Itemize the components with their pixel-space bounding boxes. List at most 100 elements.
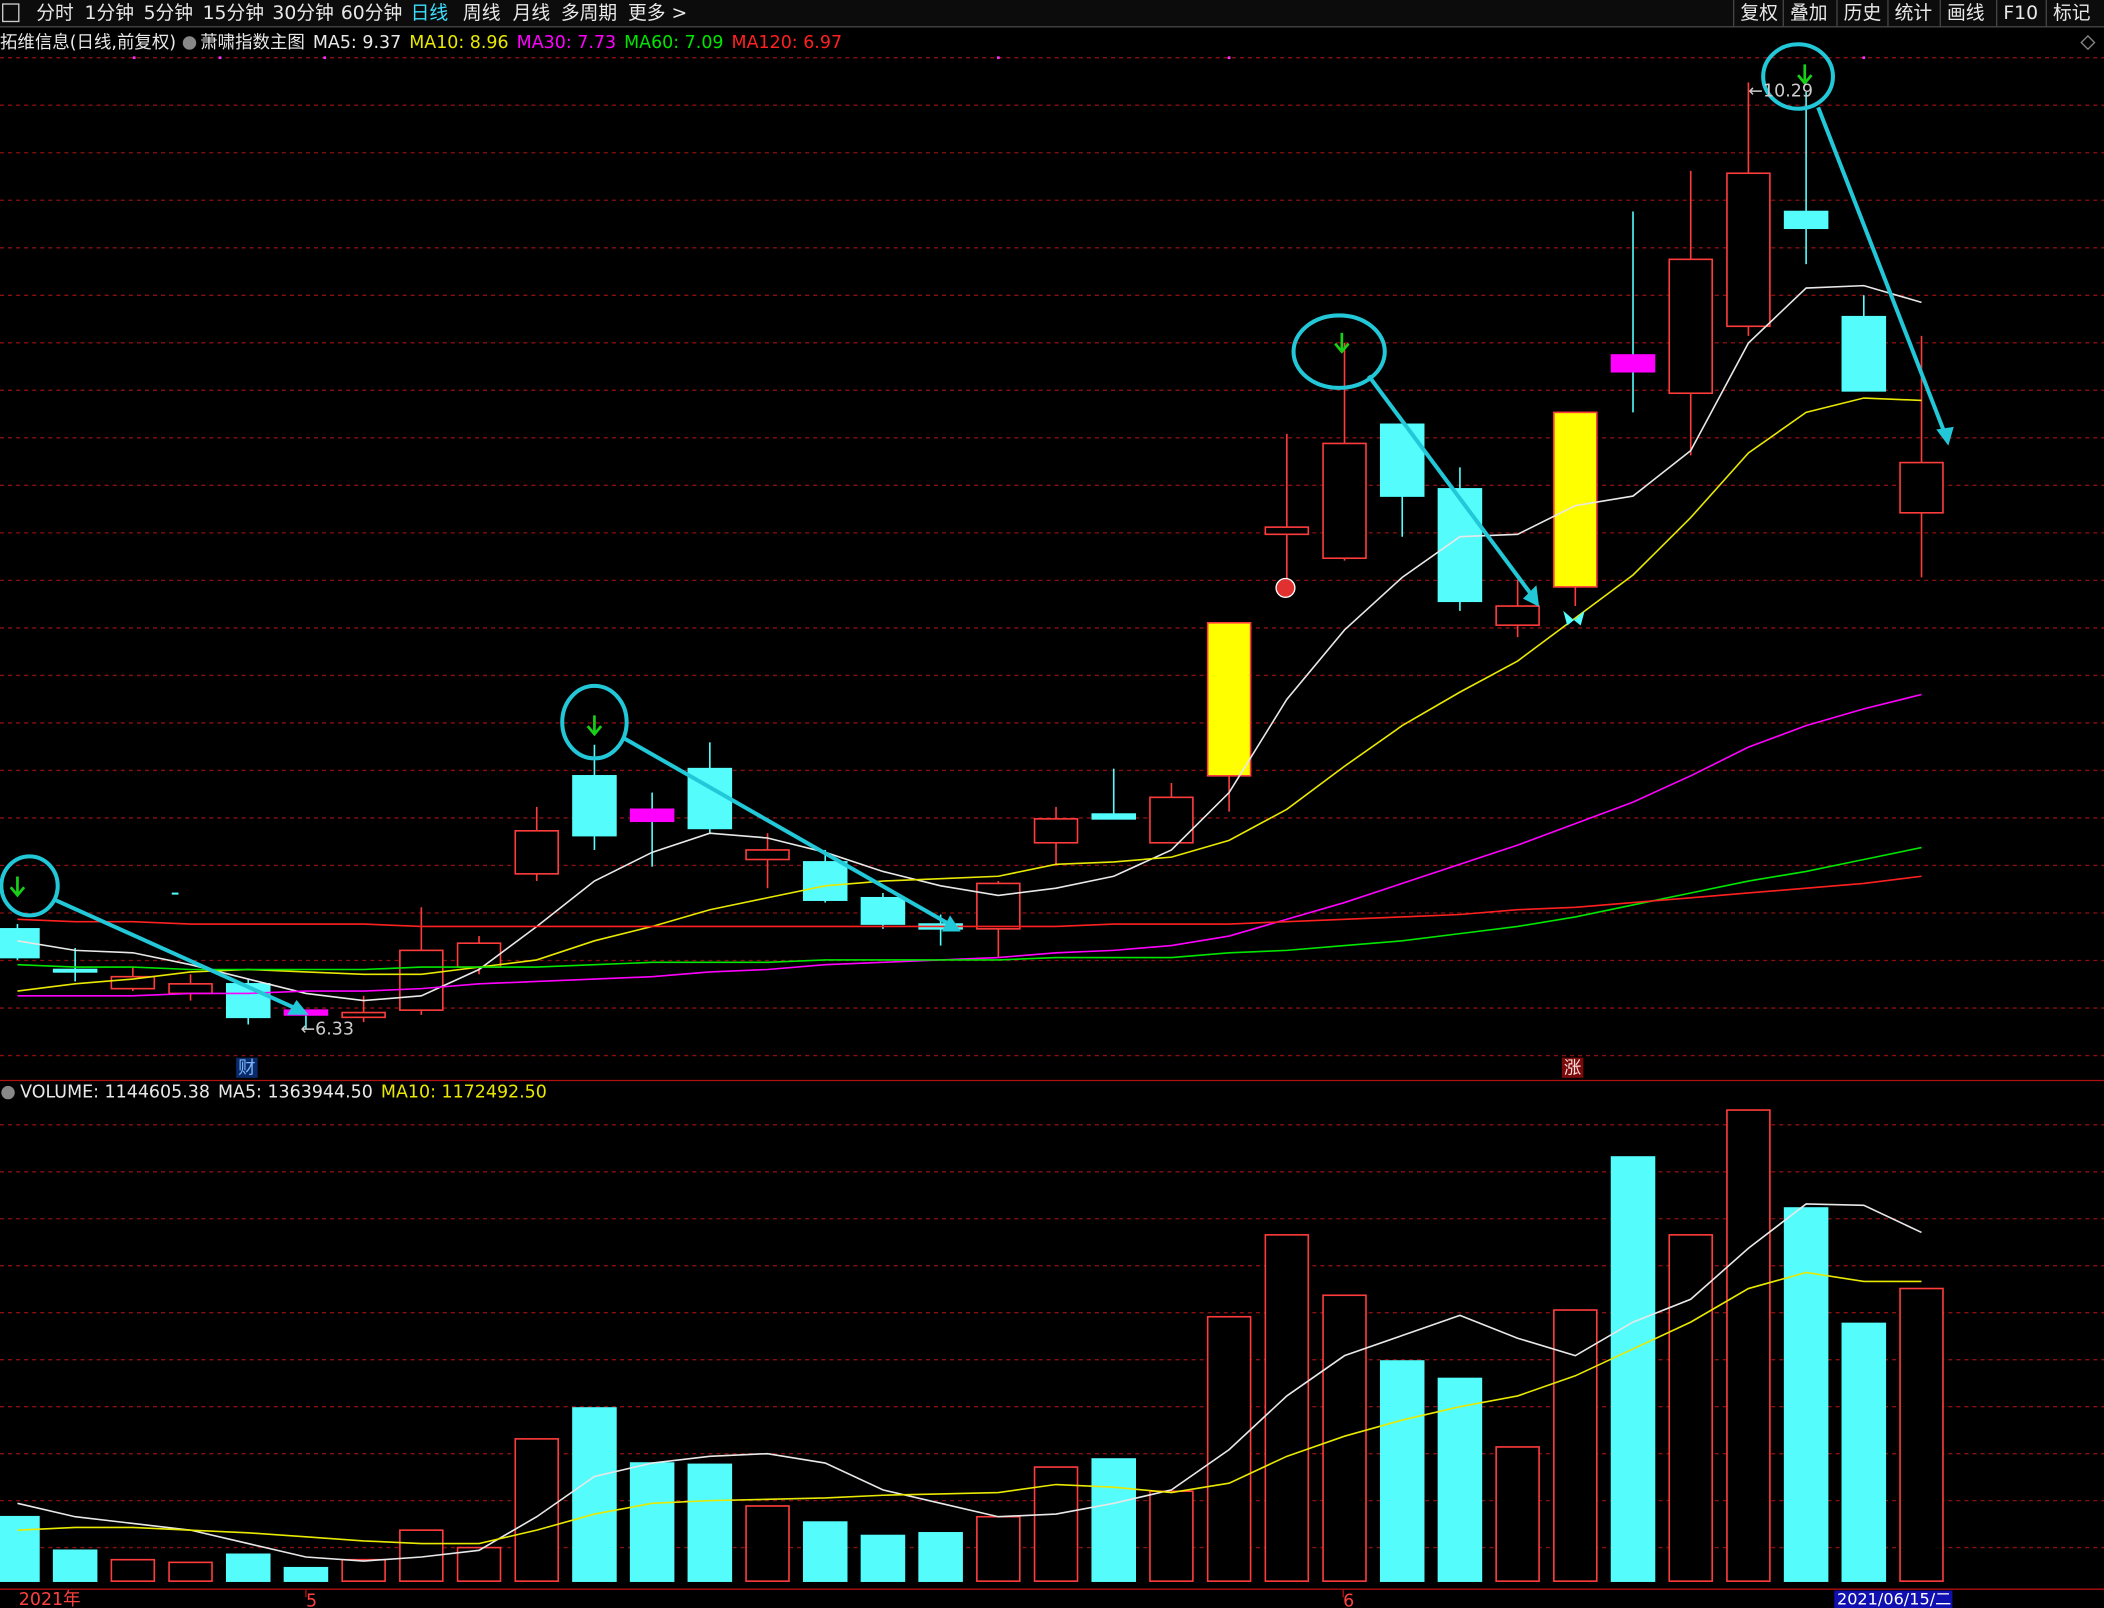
- volume-ma-line: [17, 1203, 1922, 1562]
- down-signal: [1334, 332, 1350, 354]
- arrowheads: [287, 426, 1954, 1015]
- down-signal: [586, 715, 603, 737]
- candle-body: [1668, 258, 1713, 395]
- candle-body: [1091, 813, 1136, 820]
- indicator-icon: [182, 36, 197, 50]
- marker: 涨: [1564, 1058, 1581, 1078]
- period-tab[interactable]: 月线: [513, 2, 551, 24]
- ma-line: [17, 397, 1922, 992]
- volume-bar: [572, 1407, 617, 1582]
- volume-bar: [1841, 1322, 1887, 1582]
- candle-body: [1553, 411, 1598, 588]
- period-tab[interactable]: 周线: [463, 2, 501, 24]
- marker: 财: [238, 1058, 255, 1078]
- candle-body: [860, 896, 906, 925]
- volume-bar: [687, 1463, 733, 1582]
- volume-bar: [860, 1534, 906, 1582]
- tool-button[interactable]: 历史: [1844, 2, 1882, 24]
- candle-body: [1033, 818, 1079, 844]
- arrowhead: [941, 915, 961, 932]
- x-label: 6: [1343, 1591, 1354, 1608]
- diamond-icon: [2080, 34, 2096, 51]
- period-tab[interactable]: 30分钟: [272, 2, 333, 24]
- candle-body: [1379, 423, 1425, 497]
- candle-body: [1899, 461, 1944, 514]
- volume-legend: MA5: 1363944.50: [218, 1083, 373, 1103]
- candle-body: [1437, 488, 1483, 603]
- tool-button[interactable]: 画线: [1947, 2, 1985, 24]
- volume-bar: [802, 1521, 848, 1582]
- tool-button[interactable]: 叠加: [1790, 2, 1828, 24]
- candle-body: [629, 808, 675, 823]
- volume-bar: [1322, 1294, 1367, 1582]
- volume-bar: [1726, 1109, 1771, 1582]
- period-tab[interactable]: 60分钟: [341, 2, 402, 24]
- candle-body: [225, 983, 271, 1019]
- candle-body: [341, 1011, 386, 1019]
- candle-body: [1841, 315, 1887, 392]
- volume-bar: [1783, 1207, 1829, 1582]
- period-tab[interactable]: 分时: [36, 2, 74, 24]
- dot: [323, 56, 327, 60]
- period-tab[interactable]: 日线: [411, 2, 449, 24]
- period-tab[interactable]: 更多 >: [628, 2, 687, 24]
- candle-body: [745, 849, 790, 861]
- high-price-label: ←10.29: [1748, 81, 1813, 101]
- tool-button[interactable]: 标记: [2053, 2, 2091, 24]
- candle-body: [1206, 621, 1252, 777]
- period-tab[interactable]: 1分钟: [85, 2, 134, 24]
- period-tab[interactable]: 5分钟: [144, 2, 193, 24]
- toolbar-bg: [0, 0, 2104, 27]
- signals: [9, 64, 1813, 898]
- candle-body: [514, 830, 560, 875]
- circle: [1761, 42, 1835, 111]
- candle-body: [399, 949, 444, 1011]
- dot: [1227, 56, 1231, 60]
- volume-title: VOLUME: 1144605.38: [20, 1083, 210, 1103]
- volume-bar: [745, 1505, 790, 1582]
- volume-bar: [0, 1515, 40, 1582]
- indicator-name: 萧啸指数主图: [200, 33, 305, 53]
- candle-body: [1726, 172, 1771, 328]
- circle: [560, 683, 629, 761]
- legend-entry: MA5: 9.37: [313, 33, 401, 53]
- down-signal: [1797, 64, 1813, 86]
- volume-bar: [168, 1561, 213, 1582]
- period-tab[interactable]: 多周期: [561, 2, 617, 24]
- arrow: [52, 897, 299, 1012]
- x-label: 2021年: [19, 1590, 81, 1608]
- candle-body: [1610, 354, 1656, 373]
- volume-bar: [1899, 1287, 1944, 1582]
- volume-bar: [1668, 1234, 1713, 1582]
- arrowhead: [1936, 426, 1954, 446]
- arrow: [1367, 374, 1534, 598]
- candle-body: [52, 968, 98, 973]
- down-signal: [9, 876, 26, 898]
- volume-bar: [456, 1546, 502, 1582]
- volume-bar: [1206, 1315, 1252, 1582]
- marks: [0, 82, 1944, 1582]
- candle-body: [1264, 526, 1310, 536]
- dot: [171, 892, 179, 895]
- chart-title: 拓维信息(日线,前复权): [0, 33, 176, 53]
- tool-button[interactable]: 复权: [1740, 2, 1778, 24]
- menu-icon[interactable]: [2, 3, 20, 23]
- arrow: [1816, 106, 1947, 433]
- marker-bg: [236, 1057, 258, 1078]
- circle: [0, 854, 60, 918]
- period-tab[interactable]: 15分钟: [203, 2, 264, 24]
- ma-line: [17, 875, 1922, 928]
- volume-bar: [1437, 1377, 1483, 1582]
- dot: [132, 56, 136, 60]
- tool-button[interactable]: 统计: [1895, 2, 1933, 24]
- tool-button[interactable]: F10: [2003, 3, 2038, 24]
- candle-body: [572, 775, 617, 837]
- volume-bar: [514, 1438, 560, 1582]
- date-cursor-bg: [1834, 1590, 1953, 1608]
- arrowhead: [1522, 585, 1540, 607]
- candle-body: [110, 975, 156, 990]
- volume-bar: [52, 1549, 98, 1582]
- legend-entry: MA30: 7.73: [517, 33, 616, 53]
